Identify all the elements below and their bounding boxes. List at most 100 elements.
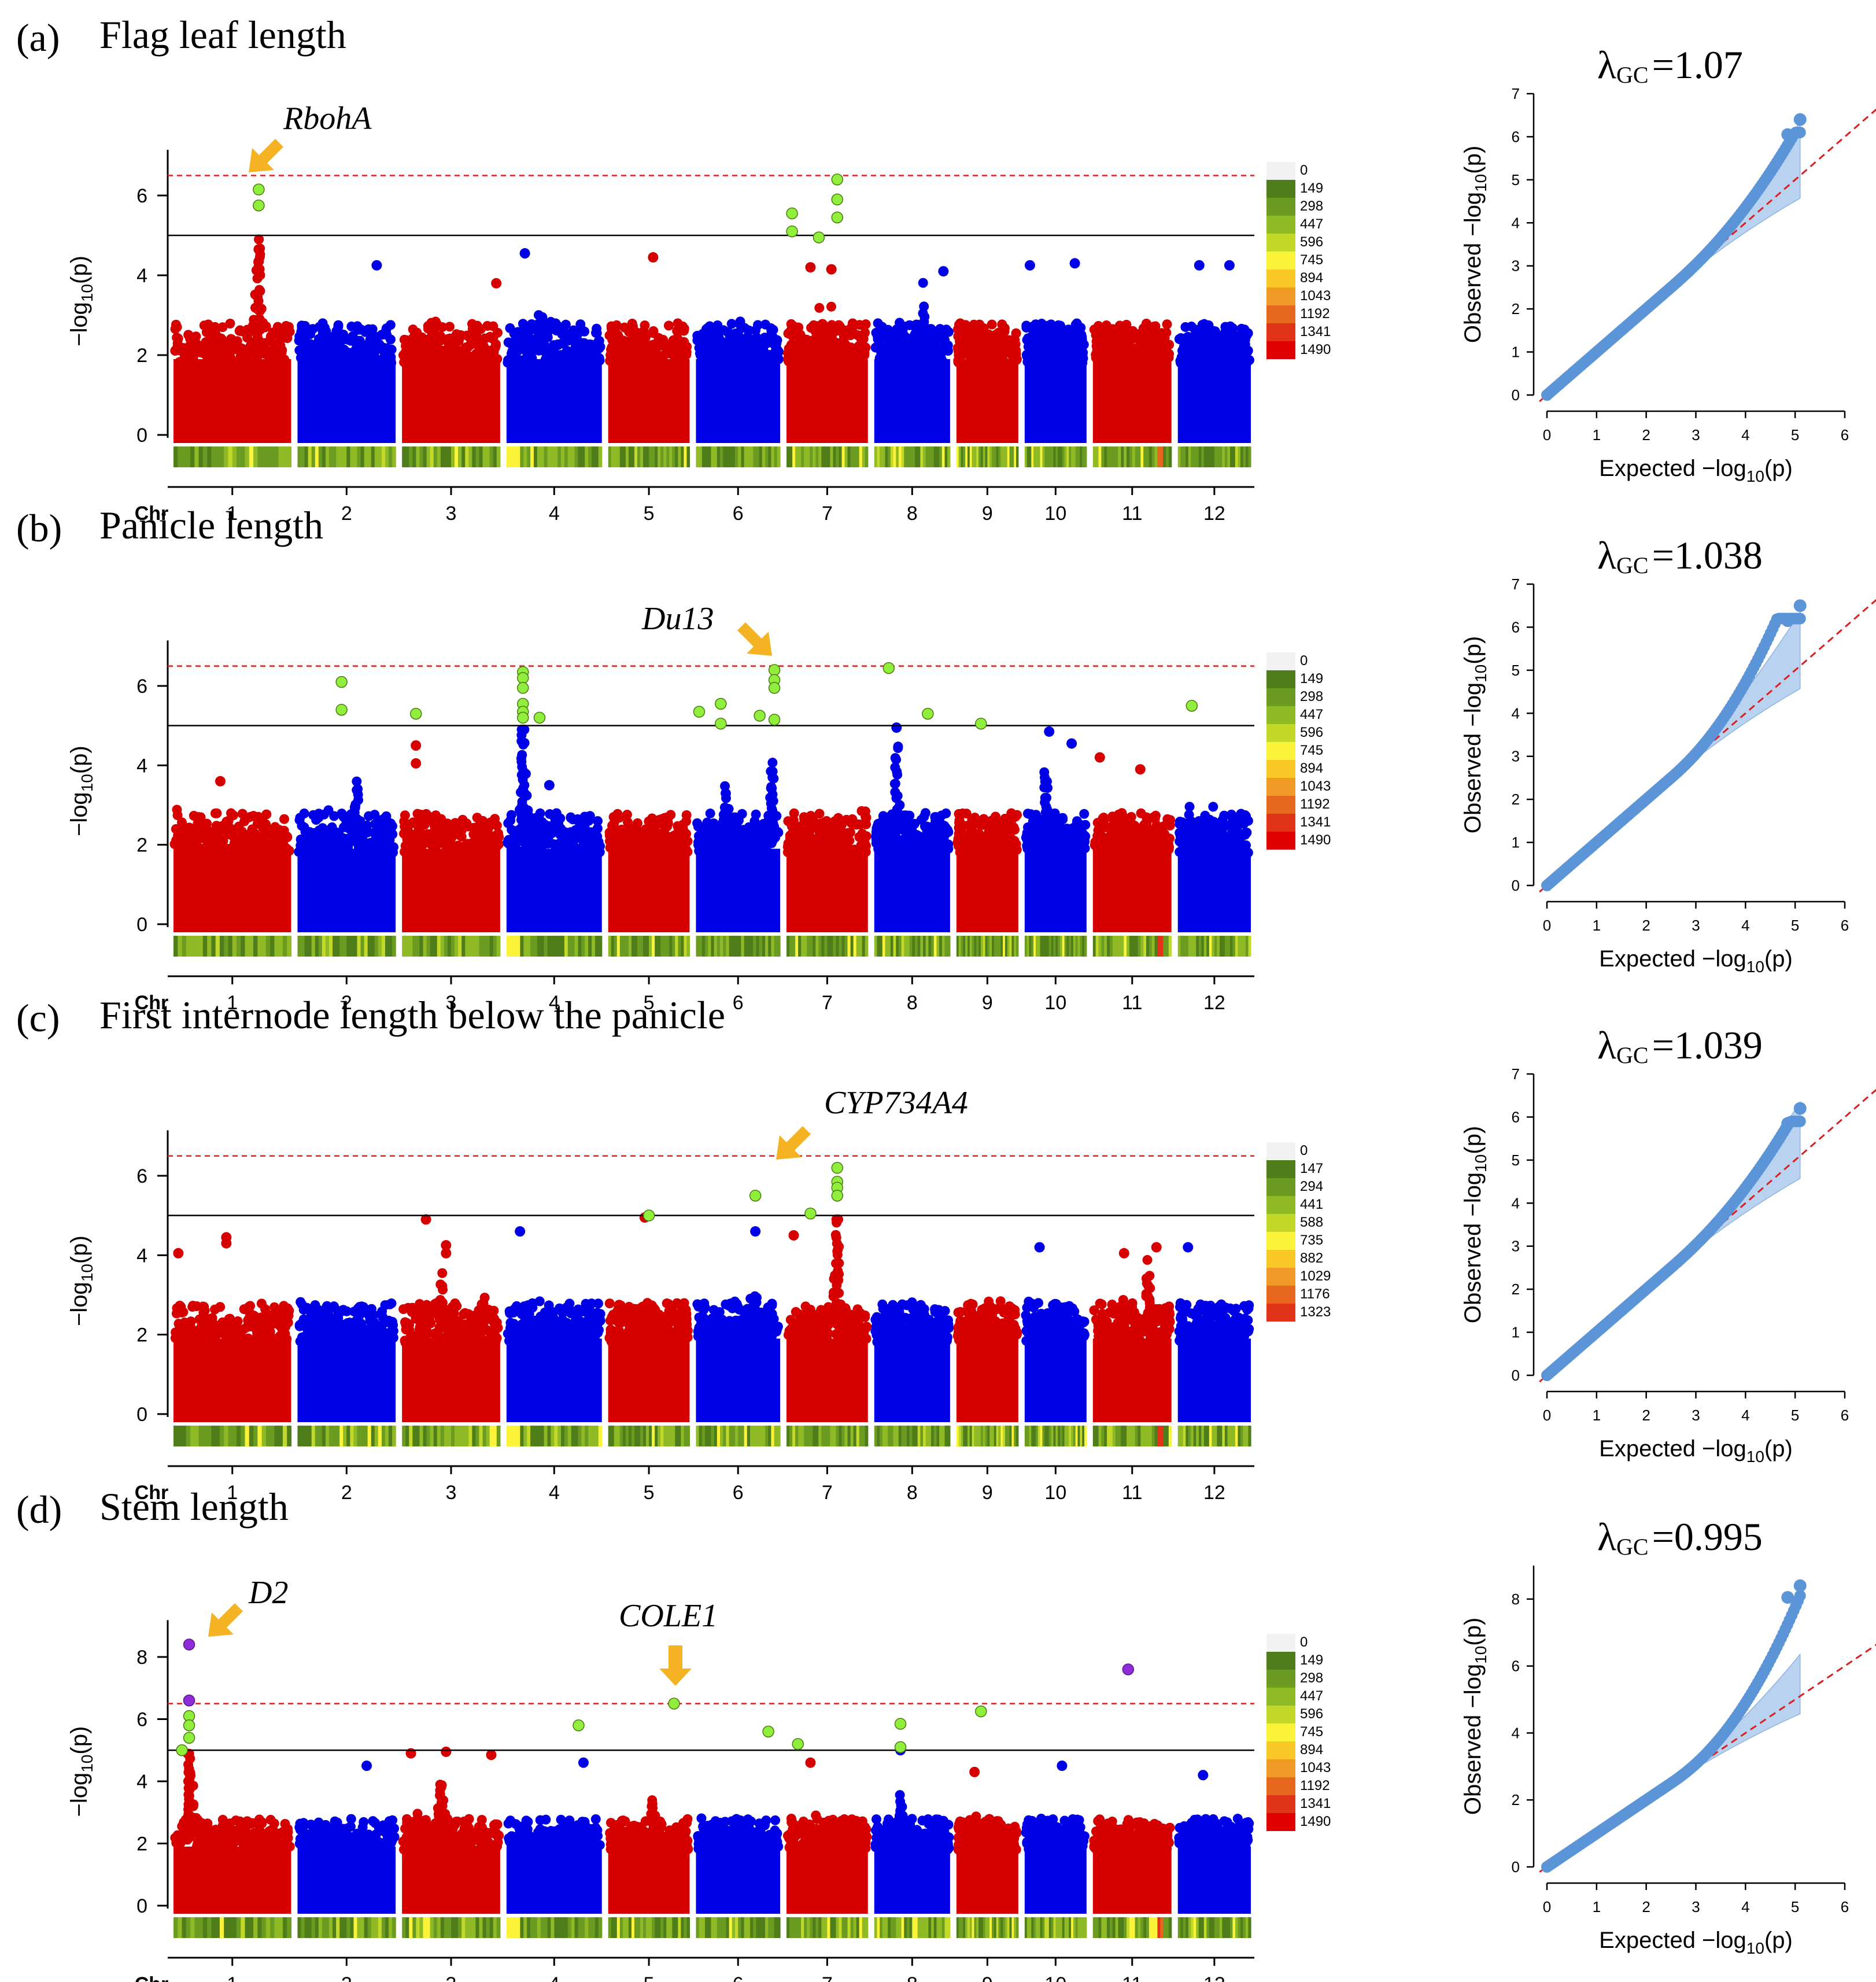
density-strip-seg [1011,446,1014,467]
density-strip-seg [1235,446,1239,467]
significant-snp [831,174,844,186]
snp-point-chr9 [970,815,980,825]
snp-point-chr2 [305,339,316,349]
density-strip-seg [198,446,204,467]
snp-high-point [826,264,837,275]
snp-point-chr2 [346,322,357,332]
density-strip-seg [482,446,487,467]
snp-point-chr9 [971,832,981,842]
density-strip-seg [315,446,319,467]
qq-y-tick-label: 5 [1512,171,1520,189]
density-strip-seg [1104,446,1107,467]
snp-point-chr6 [704,321,715,331]
snp-points [169,722,1253,932]
snp-point-chr1 [235,325,245,335]
chr-label: 10 [1044,503,1066,525]
snp-peak-chr2 [352,813,362,824]
snp-point-chr5 [670,840,681,851]
density-strip-seg [444,446,448,467]
density-strip-seg [1243,446,1246,467]
density-strip-seg [675,446,678,467]
snp-peak-chr8 [918,350,928,360]
snp-peak-chr4 [534,345,544,356]
density-strip-seg [257,446,263,467]
density-strip-seg [896,446,899,467]
snp-point-chr11 [1122,841,1133,851]
snp-point-chr8 [904,320,915,330]
density-legend-label: 1192 [1300,306,1330,322]
snp-point-chr10 [1035,330,1046,340]
qq-x-tick-label: 5 [1791,426,1799,444]
snp-point-chr8 [902,350,912,361]
density-strip-seg [1186,446,1189,467]
snp-point-chr1 [246,828,256,838]
snp-point-chr6 [759,818,769,829]
snp-point-chr1 [217,322,228,333]
density-strip-seg [1101,446,1105,467]
density-strip-seg [311,446,316,467]
qq-y-label-sub: 10 [1472,174,1490,192]
snp-point-chr4 [564,841,574,852]
density-legend-label: 298 [1300,198,1323,214]
density-strip-seg [859,446,863,467]
snp-point-chr1 [172,342,183,353]
density-strip-seg [1149,446,1153,467]
density-strip-seg [882,446,886,467]
snp-point-chr6 [693,333,703,344]
snp-point-chr4 [511,327,522,338]
lambda-symbol: λ [1597,43,1616,87]
snp-point-chr12 [1181,342,1191,353]
snp-point-chr2 [366,337,376,347]
snp-point-chr10 [1075,846,1085,857]
density-strip-seg [1009,446,1012,467]
snp-point-chr11 [1128,352,1139,363]
density-strip-seg [1059,446,1063,467]
y-tick-label: 0 [136,425,147,446]
chr-label: 11 [1122,503,1142,525]
snp-point-chr7 [835,832,845,842]
density-strip-seg [523,446,527,467]
snp-point-chr9 [974,339,984,349]
density-strip-seg [1000,446,1003,467]
density-strip-seg [1035,446,1039,467]
density-strip-seg [1112,446,1116,467]
snp-point-chr4 [593,340,604,350]
density-strip-seg [1214,446,1217,467]
density-strip-seg [815,446,819,467]
density-strip-seg [1055,446,1058,467]
snp-point-chr9 [990,814,1000,825]
y-label-p: (p) [67,256,92,284]
snp-point-chr3 [418,340,428,350]
density-strip-seg [287,446,292,467]
snp-point-chr4 [518,357,528,367]
snp-point-chr3 [446,342,457,352]
density-strip-seg [594,446,599,467]
snp-point-chr6 [770,338,780,349]
qq-x-tick-label: 3 [1692,426,1700,444]
density-strip-seg [516,446,521,467]
density-strip-seg [571,446,575,467]
density-strip-seg [458,446,462,467]
density-strip-seg [963,446,966,467]
density-strip-seg [215,446,220,467]
snp-point-chr4 [547,828,557,838]
density-strip-seg [585,446,589,467]
snp-point-chr2 [327,352,338,362]
density-strip-seg [1166,446,1169,467]
chr-label: 6 [733,503,744,525]
snp-point-chr1 [210,808,220,818]
snp-point-chr9 [954,822,964,833]
density-legend-label: 1490 [1300,342,1331,357]
snp-point-chr1 [184,330,194,341]
snp-point-chr6 [693,840,704,850]
snp-point-chr8 [883,829,893,839]
snp-point-chr3 [429,818,439,828]
snp-point-chr3 [445,353,456,364]
snp-point-chr7 [861,342,871,353]
snp-point-chr3 [419,820,430,830]
snp-point-chr2 [311,352,322,363]
snp-point-chr11 [1124,826,1134,837]
snp-point-chr10 [1079,833,1090,844]
density-strip-seg [774,446,778,467]
density-strip-seg [625,446,629,467]
